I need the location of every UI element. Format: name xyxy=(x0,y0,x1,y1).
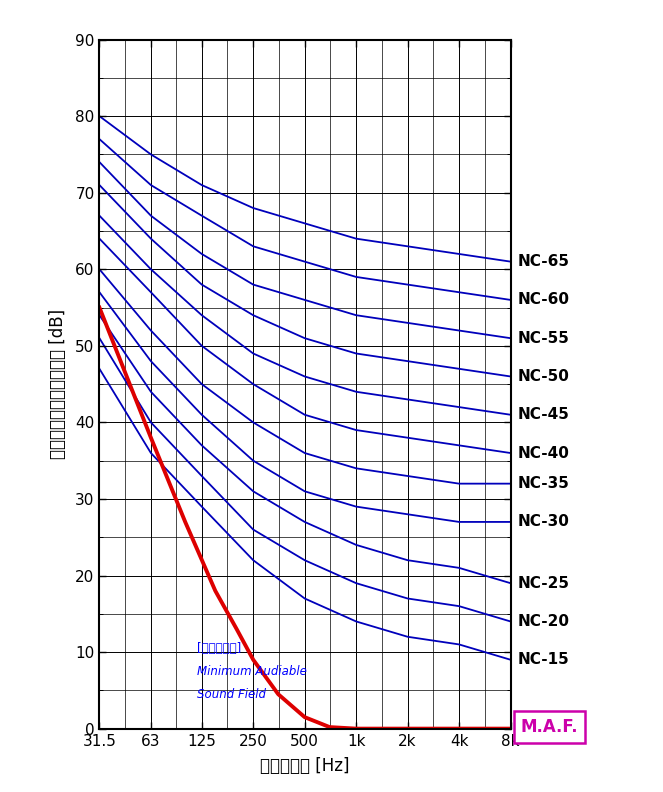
Text: NC-25: NC-25 xyxy=(517,576,569,591)
Text: NC-20: NC-20 xyxy=(517,614,569,629)
Text: NC-45: NC-45 xyxy=(517,407,569,422)
Text: NC-60: NC-60 xyxy=(517,292,569,307)
Text: NC-55: NC-55 xyxy=(517,331,569,345)
X-axis label: 中心周波数 [Hz]: 中心周波数 [Hz] xyxy=(261,757,349,775)
Text: NC-15: NC-15 xyxy=(517,653,569,667)
Y-axis label: オクターブバンドレベル [dB]: オクターブバンドレベル [dB] xyxy=(49,309,67,459)
Text: Minimum Audiable: Minimum Audiable xyxy=(197,664,306,678)
Text: NC-50: NC-50 xyxy=(517,369,569,384)
Text: NC-30: NC-30 xyxy=(517,515,569,529)
Text: NC-65: NC-65 xyxy=(517,254,569,269)
Text: [最小可聴域]: [最小可聴域] xyxy=(197,642,241,655)
Text: Sound Field: Sound Field xyxy=(197,687,266,701)
Text: NC-35: NC-35 xyxy=(517,476,569,491)
Text: M.A.F.: M.A.F. xyxy=(520,718,578,736)
Text: NC-40: NC-40 xyxy=(517,446,569,460)
